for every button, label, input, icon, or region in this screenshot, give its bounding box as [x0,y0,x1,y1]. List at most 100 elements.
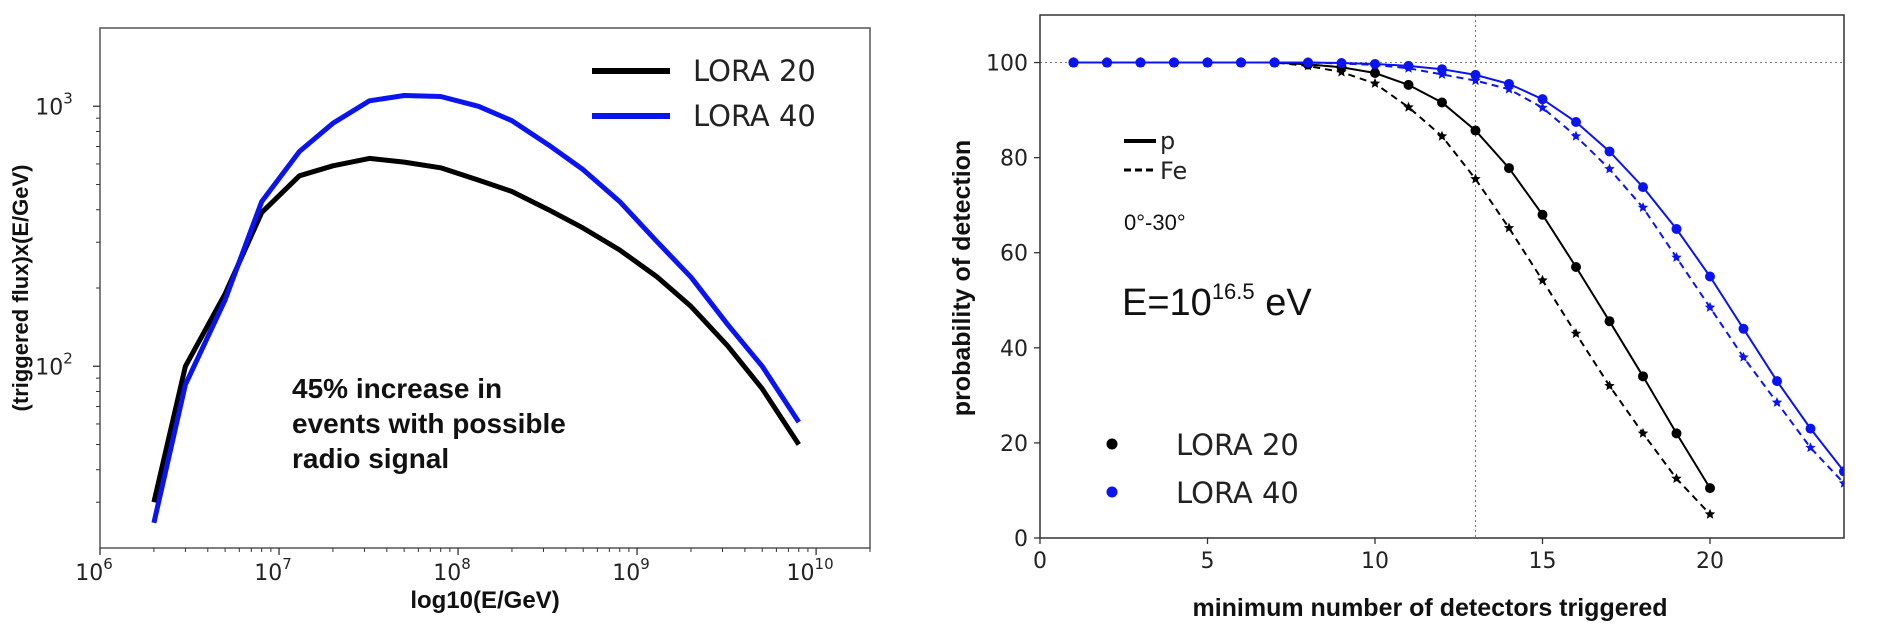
right-series-lora-40-fe-line [1073,61,1844,484]
right-series-lora-40-p-point [1604,146,1615,157]
right-series-lora-40-fe-point [1537,102,1548,113]
right-series-lora-40-fe-point [1771,397,1783,407]
right-x-ticks: 0 5 10 15 20 [1033,538,1724,574]
right-series-lora-40-fe-point [1302,57,1314,67]
right-series-lora-20-fe-point [1704,508,1716,519]
right-series-lora-40-p-line [1073,61,1844,473]
left-x-axis-label: log10(E/GeV) [410,587,559,614]
linestyle-dashed-label: Fe [1160,157,1187,185]
right-series-lora-20-fe-point [1369,78,1381,88]
right-y-tick-label: 40 [1000,337,1028,362]
right-y-tick-label: 100 [986,52,1028,77]
left-chart: 106 107 108 109 1010 102 103 log10(E/GeV) (tr… [8,27,871,614]
right-series-lora-40-fe-point [1269,57,1280,67]
right-series-lora-20-fe-point [1537,274,1548,285]
right-linestyle-legend: p Fe [1124,127,1187,185]
left-x-tick-label: 109 [612,555,650,586]
right-series-lora-20-fe-line [1073,61,1711,515]
right-x-tick-label: 20 [1696,549,1724,574]
right-series-lora-40-fe-point [1671,252,1682,262]
left-series-lora40-line [151,93,801,524]
right-series-lora-40-fe-point [1436,68,1448,79]
right-series-lora-40-p-point [1738,323,1749,334]
right-legend-marker-lora20 [1106,438,1118,450]
right-x-axis-label: minimum number of detectors triggered [1192,594,1667,622]
right-series-lora-40-fe-point [1101,57,1113,67]
right-series-lora-40-fe-point [1403,62,1414,73]
right-series-lora-20-p-point [1638,371,1648,382]
right-x-tick-label: 10 [1361,549,1389,574]
right-series-lora-40-p-point [1671,223,1682,234]
left-x-tick-label: 108 [433,555,471,586]
right-series-lora-40-p-point [1571,116,1581,127]
right-series-lora-20-p-point [1604,316,1615,327]
right-series-lora-40-p-point [1470,69,1481,80]
linestyle-solid-label: p [1160,127,1175,155]
right-series-lora-20-p-point [1705,483,1715,494]
right-series-lora-40-fe-point [1235,57,1247,67]
right-series-lora-40-p-point [1839,466,1844,477]
right-series-lora-40-fe [1068,57,1844,488]
left-annotation-line-1: 45% increase in [292,373,502,404]
right-series-lora-40-p-point [1805,423,1816,434]
right-series-lora-40-fe-point [1503,83,1515,94]
right-series-lora-40-p-point [1705,271,1715,282]
right-y-tick-label: 60 [1000,242,1028,267]
right-series-lora-40-fe-point [1202,57,1213,67]
energy-prefix: E=10 [1122,282,1212,324]
right-series-lora-20-fe-point [1604,380,1615,391]
right-reference-lines [1040,15,1844,538]
right-series-lora-20-fe-point [1436,130,1448,141]
left-x-ticks: 106 107 108 109 1010 [75,548,871,586]
left-legend-label-lora40: LORA 40 [693,99,816,133]
right-series-lora-20-p-point [1403,79,1414,90]
right-series-lora-40-fe-point [1336,58,1347,68]
right-series-lora-40-fe-point [1604,163,1615,174]
left-annotation-line-2: events with possible [292,408,566,439]
right-plot-frame [1039,14,1845,539]
right-x-tick-label: 5 [1201,549,1215,574]
left-legend-label-lora20: LORA 20 [693,54,816,88]
right-series-lora-40-p-point [1537,94,1548,105]
right-series-lora-20-p-point [1470,125,1481,136]
left-y-axis-label: (triggered flux)x(E/GeV) [8,165,33,412]
right-series-lora-40-fe-point [1135,57,1146,67]
right-y-tick-label: 0 [1014,527,1028,552]
right-series-lora-20-fe-point [1336,66,1347,77]
right-legend-label-lora40: LORA 40 [1176,476,1299,510]
right-series-lora-20-fe-point [1470,173,1481,184]
right-y-axis-label: probability of detection [948,140,976,416]
right-series-lora-40-fe-point [1168,57,1180,67]
right-series-lora-20-p [1068,57,1715,494]
right-series [1068,57,1844,519]
right-legend-marker-lora40 [1106,486,1118,498]
right-y-ticks: 0 20 40 60 80 100 [986,52,1040,552]
right-series-lora-20-p-point [1571,261,1581,272]
right-series-lora-20-fe-point [1403,101,1414,112]
right-series-lora-40-fe-point [1470,75,1481,86]
right-series-lora-20-fe-point [1671,473,1682,483]
energy-suffix: eV [1255,282,1313,324]
right-series-lora-20-p-point [1370,68,1380,79]
left-legend: LORA 20 LORA 40 [592,54,816,133]
right-series-lora-40-fe-point [1570,130,1582,141]
right-series-lora-40-p [1068,57,1844,477]
right-series-lora-40-fe-point [1704,301,1716,312]
left-x-tick-label: 107 [254,555,292,586]
right-series-lora-20-p-point [1437,97,1447,108]
right-energy-label: E=1016.5 eV [1122,279,1312,324]
right-series-lora-20-fe-point [1637,427,1649,438]
right-series-lora-40-fe-point [1738,351,1749,362]
left-y-tick-label: 103 [35,89,73,120]
right-series-lora-20-fe-point [1570,328,1582,338]
right-series-lora-40-p-point [1772,376,1782,387]
right-series-lora-40-fe-point [1068,57,1079,67]
right-chart: 0 5 10 15 20 0 20 40 60 80 100 minimum number of … [948,14,1845,622]
right-series-lora-20-p-point [1671,428,1682,439]
energy-exponent: 16.5 [1212,279,1255,304]
right-series-lora-40-p-point [1638,182,1648,193]
right-legend-label-lora20: LORA 20 [1176,428,1299,462]
left-y-tick-label: 102 [35,349,73,380]
right-angle-label: 0°-30° [1124,210,1186,235]
